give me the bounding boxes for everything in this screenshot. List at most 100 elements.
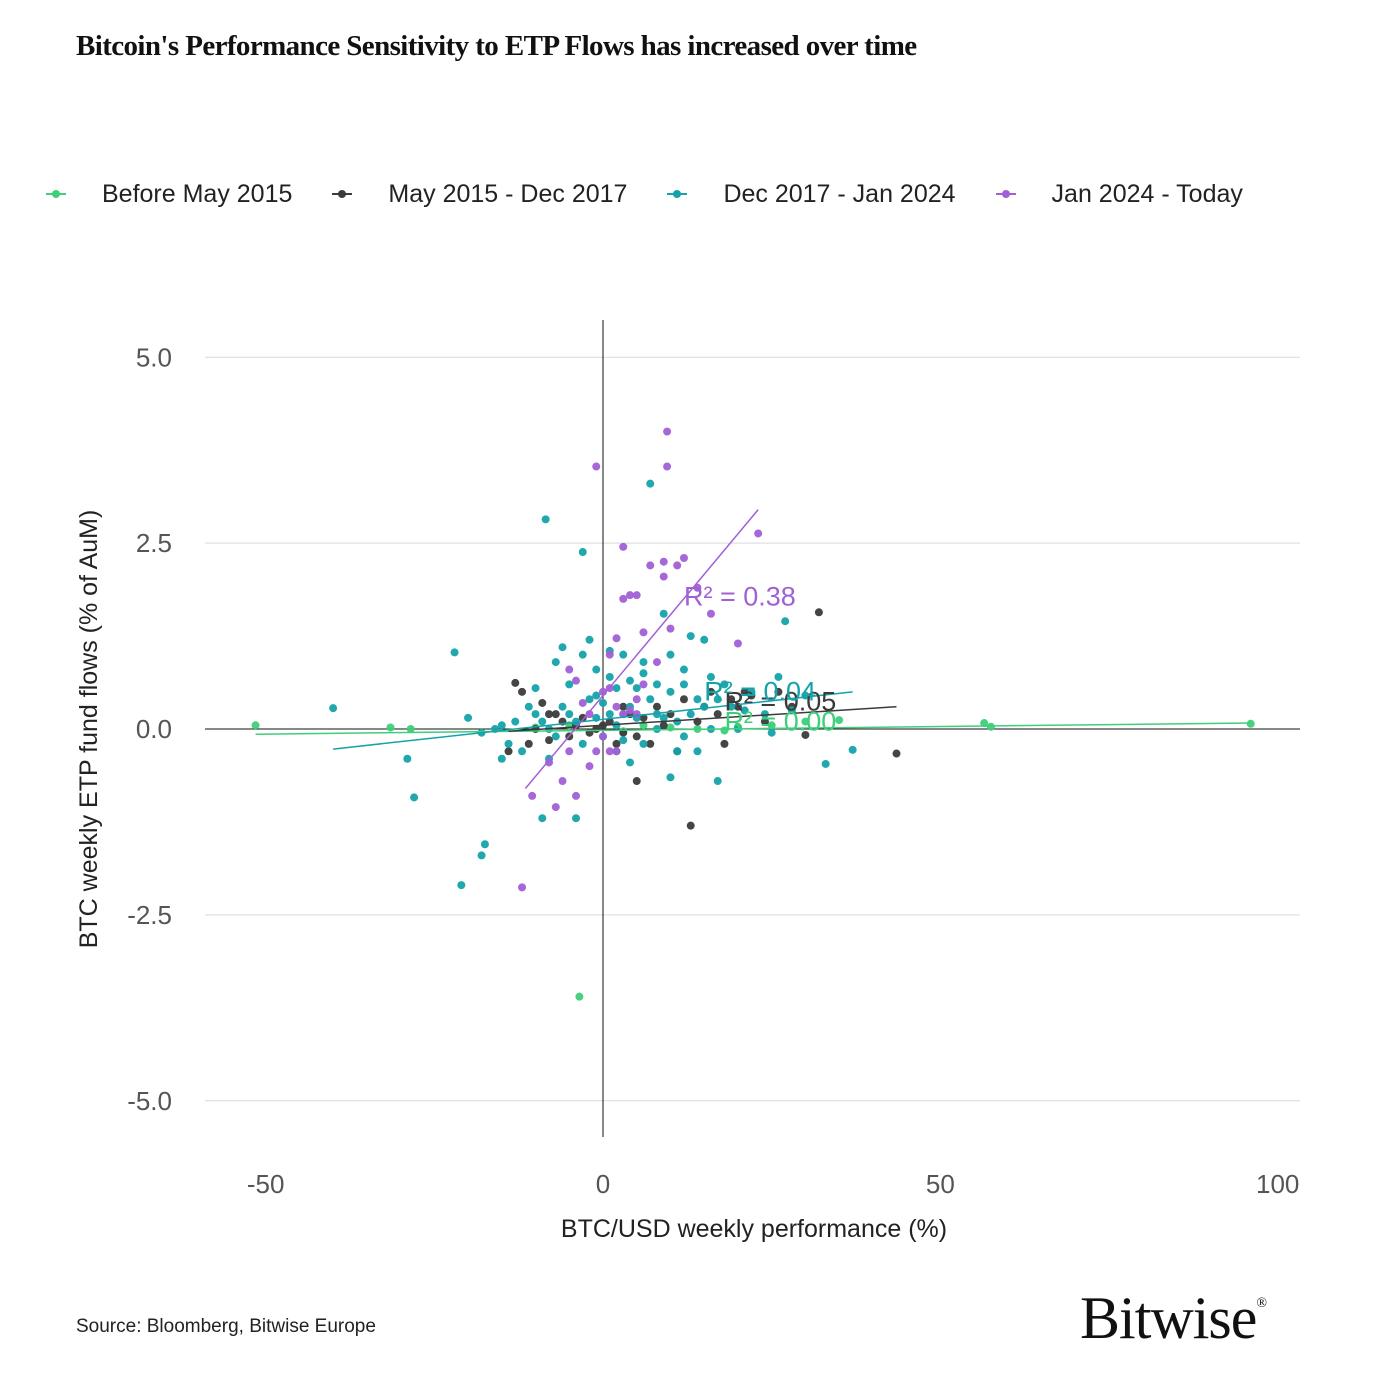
data-point: [410, 793, 419, 802]
trend-line: [524, 509, 759, 789]
legend-label: Jan 2024 - Today: [1051, 179, 1243, 208]
data-point: [551, 710, 560, 719]
data-point: [625, 758, 634, 767]
data-point: [585, 635, 594, 644]
data-point: [450, 648, 459, 657]
data-point: [551, 658, 560, 667]
data-point: [497, 754, 506, 763]
data-point: [814, 608, 823, 617]
data-point: [727, 695, 736, 704]
data-point: [706, 672, 715, 681]
data-point: [551, 803, 560, 812]
data-point: [565, 665, 574, 674]
data-point: [639, 628, 648, 637]
data-point: [713, 710, 722, 719]
data-point: [511, 678, 520, 687]
legend-item-before-may-2015[interactable]: Before May 2015: [40, 178, 292, 210]
data-point: [740, 687, 749, 696]
data-point: [639, 680, 648, 689]
data-point: [605, 710, 614, 719]
r-squared-label: R² = 0.00: [724, 706, 836, 736]
data-point: [632, 777, 641, 786]
data-point: [619, 542, 628, 551]
data-point: [659, 713, 668, 722]
data-point: [639, 739, 648, 748]
data-point: [612, 634, 621, 643]
data-point: [477, 851, 486, 860]
legend-item-may-2015-dec-2017[interactable]: May 2015 - Dec 2017: [326, 178, 627, 210]
data-point: [599, 732, 607, 741]
data-point: [652, 658, 661, 667]
data-point: [572, 676, 581, 685]
x-tick-label: 0: [596, 1169, 610, 1199]
data-point: [980, 719, 989, 728]
data-point: [578, 698, 587, 707]
y-tick-label: 5.0: [136, 342, 172, 372]
data-point: [619, 650, 628, 659]
data-point: [599, 698, 607, 707]
data-point: [545, 758, 554, 767]
data-point: [713, 695, 722, 704]
x-tick-label: 100: [1256, 1169, 1299, 1199]
data-point: [585, 695, 594, 704]
trend-line: [508, 705, 897, 732]
legend-item-dec-2017-jan-2024[interactable]: Dec 2017 - Jan 2024: [661, 178, 956, 210]
data-point: [693, 695, 702, 704]
data-point: [592, 665, 601, 674]
data-point: [524, 739, 533, 748]
chart-title: Bitcoin's Performance Sensitivity to ETP…: [76, 30, 917, 62]
data-point: [639, 669, 648, 678]
data-point: [612, 721, 621, 730]
data-point: [639, 658, 648, 667]
data-point: [740, 706, 749, 715]
data-point: [612, 684, 621, 693]
data-point: [679, 680, 688, 689]
data-point: [686, 821, 695, 830]
data-point: [720, 680, 729, 689]
data-point: [767, 721, 776, 730]
legend-item-jan-2024-today[interactable]: Jan 2024 - Today: [990, 178, 1243, 210]
data-point: [504, 747, 513, 756]
data-point: [848, 745, 857, 754]
data-point: [578, 650, 587, 659]
x-axis-title: BTC/USD weekly performance (%): [561, 1215, 947, 1243]
data-point: [531, 710, 540, 719]
data-point: [666, 624, 675, 633]
r-squared-label: R² = 0.05: [724, 686, 836, 716]
data-point: [612, 747, 621, 756]
r-squared-label: R² = 0.38: [684, 582, 796, 612]
data-point: [706, 687, 715, 696]
y-tick-label: -2.5: [127, 900, 172, 930]
data-point: [545, 736, 554, 745]
data-point: [663, 462, 672, 471]
x-tick-label: -50: [247, 1169, 285, 1199]
data-point: [892, 749, 901, 758]
data-point: [774, 687, 783, 696]
data-point: [760, 717, 769, 726]
y-tick-label: -5.0: [127, 1086, 172, 1116]
data-point: [659, 721, 668, 730]
data-point: [538, 698, 547, 707]
data-point: [673, 717, 682, 726]
data-point: [578, 548, 587, 557]
trend-line: [255, 722, 1251, 735]
data-point: [558, 777, 567, 786]
legend-swatch-icon: [40, 178, 72, 210]
data-point: [528, 791, 537, 800]
data-point: [733, 639, 742, 648]
data-point: [592, 462, 601, 471]
data-point: [565, 747, 574, 756]
data-point: [545, 710, 554, 719]
data-point: [659, 557, 668, 566]
data-point: [538, 814, 547, 823]
brand-name: Bitwise: [1080, 1285, 1257, 1351]
data-point: [386, 723, 395, 732]
data-point: [720, 739, 729, 748]
data-point: [666, 687, 675, 696]
legend-label: May 2015 - Dec 2017: [388, 179, 628, 208]
data-point: [679, 553, 688, 562]
data-point: [700, 635, 709, 644]
data-point: [821, 759, 830, 768]
data-point: [767, 728, 776, 737]
